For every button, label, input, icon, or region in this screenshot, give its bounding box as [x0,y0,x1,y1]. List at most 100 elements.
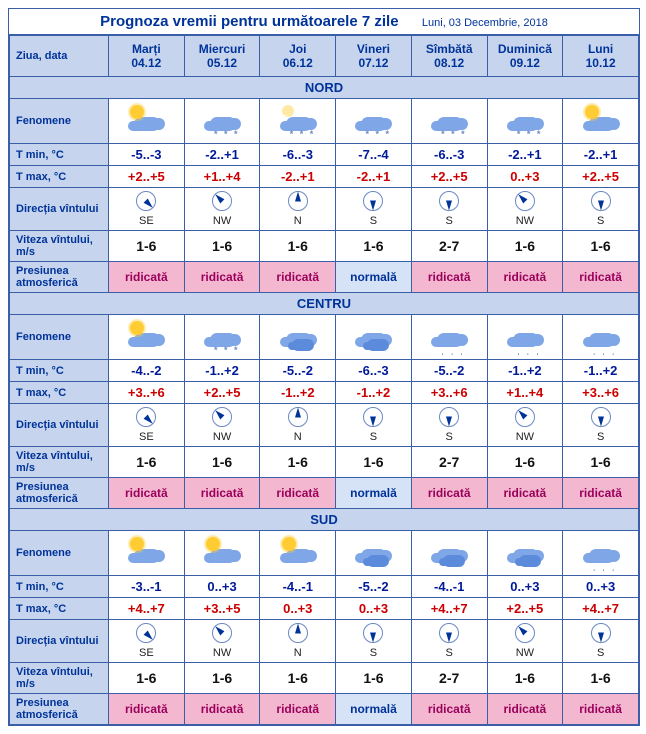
cell: 1-6 [260,231,336,262]
cell [184,531,260,576]
cell: -2..+1 [563,144,639,166]
cell: SE [109,404,185,447]
cell: normală [336,478,412,509]
cell: NW [487,620,563,663]
cell: ridicată [260,478,336,509]
row-label-tmax: T max, °C [10,598,109,620]
cell: 1-6 [487,663,563,694]
cell: -5..-2 [336,576,412,598]
cell: 0..+3 [563,576,639,598]
cell: ridicată [487,262,563,293]
cell: * * * [184,99,260,144]
cell: ridicată [109,694,185,725]
cell: 1-6 [563,447,639,478]
cell [336,531,412,576]
cell: ridicată [184,478,260,509]
cell: -1..+2 [184,360,260,382]
cell: N [260,188,336,231]
cell: ridicată [260,694,336,725]
cell: ridicată [563,694,639,725]
header-row: Ziua, data Marți04.12Miercuri05.12Joi06.… [10,36,639,77]
row-label-tmax: T max, °C [10,166,109,188]
cell: * * * [336,99,412,144]
row-label-speed: Viteza vîntului, m/s [10,231,109,262]
cell: -4..-1 [411,576,487,598]
cell: 0..+3 [184,576,260,598]
cell: S [336,404,412,447]
cell: NW [184,404,260,447]
cell: ridicată [411,262,487,293]
cell: 1-6 [336,447,412,478]
cell: ridicată [563,262,639,293]
cell [109,99,185,144]
cell: -2..+1 [487,144,563,166]
cell: SE [109,188,185,231]
cell: normală [336,262,412,293]
cell: 1-6 [109,447,185,478]
cell: 2-7 [411,663,487,694]
row-label-tmin: T min, °C [10,576,109,598]
issue-date: Luni, 03 Decembrie, 2018 [422,17,548,29]
cell: -1..+2 [563,360,639,382]
cell: ridicată [411,478,487,509]
title: Prognoza vremii pentru următoarele 7 zil… [100,13,398,30]
day-header-3: Vineri07.12 [336,36,412,77]
cell: S [411,404,487,447]
cell: 0..+3 [260,598,336,620]
cell: -1..+2 [487,360,563,382]
cell: -2..+1 [336,166,412,188]
grid: Ziua, data Marți04.12Miercuri05.12Joi06.… [9,35,639,725]
cell: 2-7 [411,231,487,262]
cell: +2..+5 [109,166,185,188]
cell: S [411,620,487,663]
cell: +3..+5 [184,598,260,620]
cell: +3..+6 [411,382,487,404]
cell: 1-6 [109,231,185,262]
cell: S [336,188,412,231]
row-label-tmin: T min, °C [10,360,109,382]
cell: +1..+4 [184,166,260,188]
cell: -3..-1 [109,576,185,598]
cell [487,531,563,576]
cell: 2-7 [411,447,487,478]
cell: S [411,188,487,231]
cell: -1..+2 [260,382,336,404]
row-label-press: Presiunea atmosferică [10,262,109,293]
cell: -7..-4 [336,144,412,166]
cell: +3..+6 [563,382,639,404]
cell: 1-6 [109,663,185,694]
cell: ridicată [109,478,185,509]
cell: 1-6 [487,231,563,262]
cell: ˌ ˌ ˌ [411,315,487,360]
cell: NW [184,188,260,231]
cell: +4..+7 [563,598,639,620]
cell: NW [487,188,563,231]
cell: +2..+5 [563,166,639,188]
row-label-wind: Direcția vîntului [10,620,109,663]
cell: +4..+7 [109,598,185,620]
cell: normală [336,694,412,725]
day-header-1: Miercuri05.12 [184,36,260,77]
cell: NW [184,620,260,663]
cell [260,531,336,576]
cell: +2..+5 [487,598,563,620]
cell: 1-6 [563,231,639,262]
cell: -5..-2 [411,360,487,382]
cell: ridicată [563,478,639,509]
cell: +1..+4 [487,382,563,404]
cell: S [563,404,639,447]
cell: ridicată [184,262,260,293]
cell: 1-6 [563,663,639,694]
cell: ridicată [411,694,487,725]
row-label-wind: Direcția vîntului [10,188,109,231]
cell: -2..+1 [260,166,336,188]
cell: ˌ ˌ ˌ [563,531,639,576]
day-header-5: Duminică09.12 [487,36,563,77]
cell: NW [487,404,563,447]
cell: ridicată [109,262,185,293]
day-header-4: Sîmbătă08.12 [411,36,487,77]
cell: -6..-3 [411,144,487,166]
cell: ˌ ˌ ˌ [487,315,563,360]
cell: 1-6 [336,663,412,694]
region-header: NORD [10,77,639,99]
